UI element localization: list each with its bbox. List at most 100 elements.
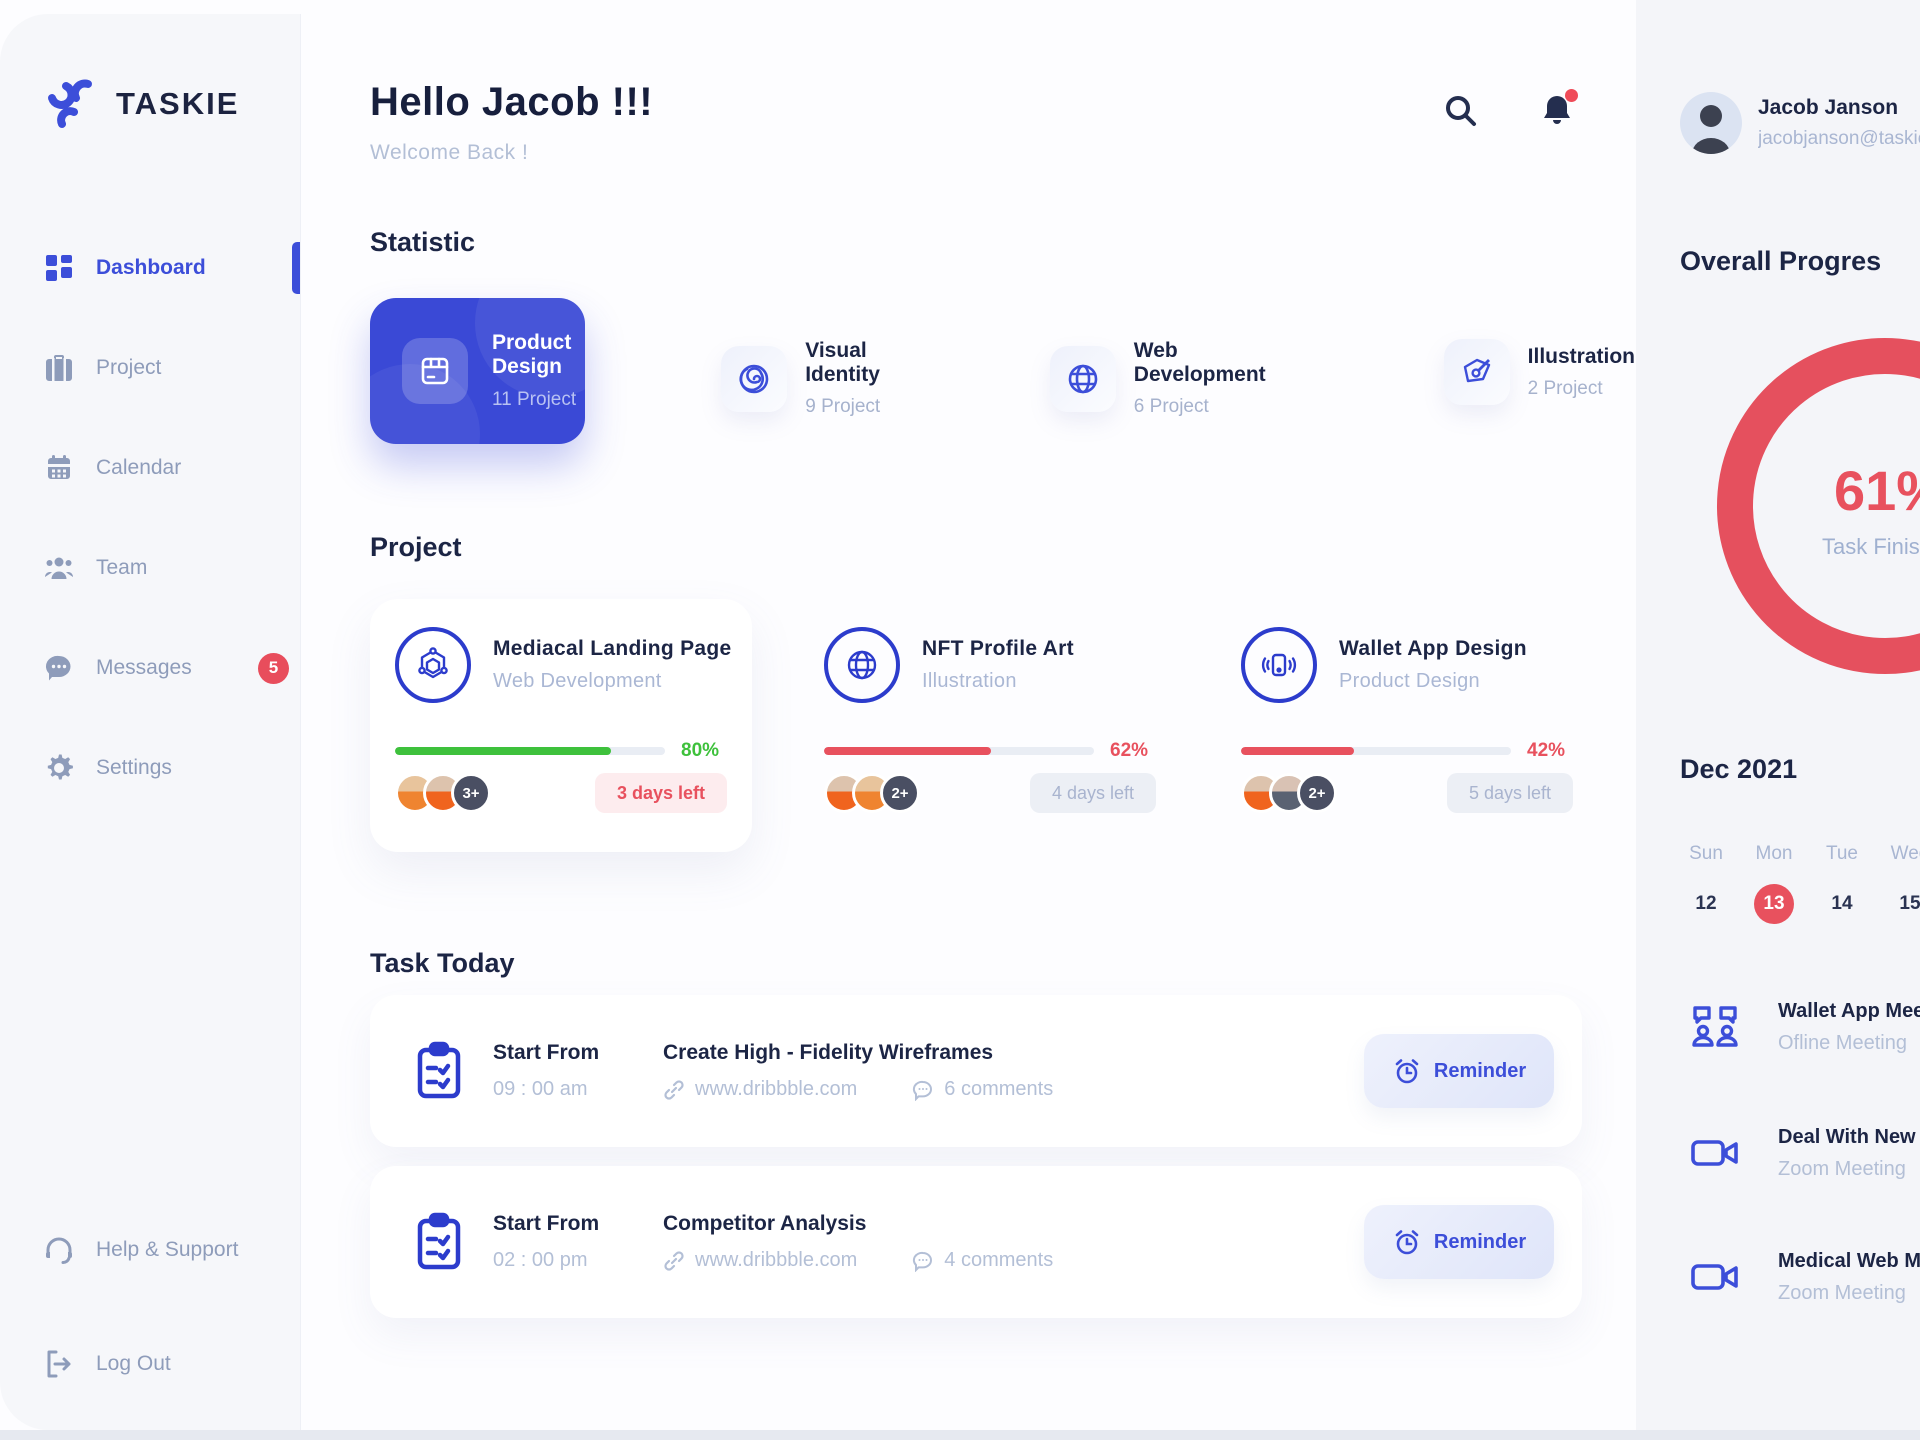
progress-fill: [824, 747, 992, 755]
clipboard-icon: [413, 1040, 465, 1102]
calendar-date-selected[interactable]: 13: [1754, 884, 1794, 924]
task-comments-text: 4 comments: [944, 1249, 1054, 1271]
brand-logo[interactable]: TASKIE: [42, 76, 239, 132]
days-left-badge: 5 days left: [1446, 773, 1573, 813]
extra-members-badge: 2+: [880, 773, 920, 813]
task-comments[interactable]: 6 comments: [912, 1078, 1053, 1101]
sidebar-item-settings[interactable]: Settings: [0, 740, 300, 796]
calendar-dates: 12 13 14 15: [1678, 884, 1920, 924]
task-comments[interactable]: 4 comments: [912, 1249, 1053, 1272]
sidebar-item-help-support[interactable]: Help & Support: [0, 1222, 300, 1278]
statistic-heading: Statistic: [370, 227, 476, 257]
task-start-label: Start From: [493, 1212, 600, 1235]
reminder-label: Reminder: [1433, 1230, 1527, 1253]
calendar-date[interactable]: 14: [1831, 893, 1853, 914]
project-card-wallet-app-design[interactable]: Wallet App Design Product Design 42% 2+ …: [1216, 599, 1598, 852]
spiral-icon: [721, 345, 788, 412]
stat-card-illustration[interactable]: Illustration 2 Project: [1443, 339, 1635, 405]
sidebar-item-label: Project: [96, 356, 162, 379]
project-category: Illustration: [922, 670, 1017, 692]
day-name: Mon: [1755, 843, 1793, 864]
stat-count: 6 Project: [1133, 396, 1209, 417]
sidebar-item-team[interactable]: Team: [0, 540, 300, 596]
project-category: Product Design: [1339, 670, 1480, 692]
sidebar: TASKIE Dashboard: [0, 14, 301, 1430]
video-camera-icon: [1688, 1250, 1742, 1304]
sidebar-item-label: Settings: [96, 756, 172, 779]
project-row: Mediacal Landing Page Web Development 80…: [370, 599, 1635, 854]
stat-count: 11 Project: [492, 389, 577, 410]
overall-progress-heading: Overall Progres: [1680, 246, 1882, 276]
alarm-clock-icon: [1392, 1227, 1422, 1257]
meeting-title: Wallet App Meeting: [1778, 1000, 1920, 1022]
dashboard-icon: [44, 253, 74, 283]
task-link[interactable]: www.dribbble.com: [663, 1078, 857, 1101]
avatar: [1680, 92, 1742, 154]
calendar-date[interactable]: 12: [1695, 893, 1717, 914]
messages-unread-badge: 5: [258, 652, 289, 684]
link-icon: [663, 1079, 685, 1101]
notification-dot: [1565, 89, 1578, 102]
sidebar-item-project[interactable]: Project: [0, 340, 300, 396]
days-left-badge: 3 days left: [594, 773, 727, 813]
task-row[interactable]: Start From 02 : 00 pm Competitor Analysi…: [370, 1166, 1582, 1318]
task-link-text: www.dribbble.com: [695, 1249, 858, 1271]
meeting-item[interactable]: Medical Web Meeting Zoom Meeting: [1688, 1250, 1920, 1305]
greeting-title: Hello Jacob !!!: [370, 80, 654, 124]
meeting-item[interactable]: Deal With New Client Zoom Meeting: [1688, 1126, 1920, 1181]
stat-card-visual-identity[interactable]: Visual Identity 9 Project: [721, 339, 888, 418]
task-time: 02 : 00 pm: [493, 1249, 588, 1271]
project-card-mediacal-landing[interactable]: Mediacal Landing Page Web Development 80…: [370, 599, 752, 852]
day-name: Sun: [1689, 843, 1723, 864]
sidebar-item-logout[interactable]: Log Out: [0, 1336, 300, 1392]
sidebar-nav: Dashboard Project: [0, 240, 300, 840]
days-left-badge: 4 days left: [1029, 773, 1156, 813]
sidebar-item-calendar[interactable]: Calendar: [0, 440, 300, 496]
project-title: Wallet App Design: [1339, 637, 1527, 660]
stat-title: Product Design: [492, 331, 572, 378]
search-button[interactable]: [1442, 92, 1480, 130]
clipboard-icon: [413, 1211, 465, 1273]
task-row[interactable]: Start From 09 : 00 am Create High - Fide…: [370, 995, 1582, 1147]
progress-label: 42%: [1527, 740, 1566, 761]
stat-title: Web Development: [1133, 339, 1266, 386]
meeting-item[interactable]: Wallet App Meeting Ofline Meeting: [1688, 1000, 1920, 1055]
notifications-button[interactable]: [1538, 89, 1578, 130]
reminder-button[interactable]: Reminder: [1364, 1034, 1554, 1108]
sidebar-item-label: Messages: [96, 656, 192, 679]
stat-count: 9 Project: [805, 396, 881, 417]
progress-bar: 80%: [395, 740, 727, 762]
sidebar-item-dashboard[interactable]: Dashboard: [0, 240, 300, 296]
main-content: Hello Jacob !!! Welcome Back ! Statistic: [302, 0, 1635, 1430]
task-comments-text: 6 comments: [944, 1078, 1054, 1100]
meeting-title: Deal With New Client: [1778, 1126, 1920, 1148]
task-time: 09 : 00 am: [493, 1078, 588, 1100]
sidebar-item-label: Team: [96, 556, 148, 579]
project-category: Web Development: [493, 670, 662, 692]
calendar-date[interactable]: 15: [1899, 893, 1920, 914]
progress-fill: [395, 747, 611, 755]
calendar-day-names: Sun Mon Tue Wed: [1678, 843, 1920, 865]
sidebar-item-label: Dashboard: [96, 256, 206, 279]
reminder-button[interactable]: Reminder: [1364, 1205, 1554, 1279]
extra-members-badge: 3+: [451, 773, 491, 813]
globe-icon: [824, 627, 900, 703]
taskie-logo-icon: [48, 79, 92, 128]
member-avatars: 2+: [1241, 773, 1337, 813]
sidebar-item-messages[interactable]: Messages 5: [0, 640, 300, 696]
progress-bar: 62%: [824, 740, 1156, 762]
stat-title: Illustration: [1527, 344, 1635, 368]
headset-icon: [44, 1235, 74, 1265]
task-link[interactable]: www.dribbble.com: [663, 1249, 857, 1272]
calendar-month: Dec 2021: [1680, 754, 1798, 784]
active-indicator: [292, 242, 300, 294]
sidebar-footer: Help & Support Log Out: [0, 1222, 300, 1440]
stat-card-product-design[interactable]: Product Design 11 Project: [370, 298, 586, 444]
project-title: Mediacal Landing Page: [493, 637, 732, 660]
project-card-nft-profile-art[interactable]: NFT Profile Art Illustration 62% 2+ 4 da…: [799, 599, 1181, 852]
stat-card-web-development[interactable]: Web Development 6 Project: [1049, 339, 1266, 418]
video-camera-icon: [1688, 1126, 1742, 1180]
profile-email: jacobjanson@taskie.com: [1758, 128, 1920, 149]
user-profile[interactable]: Jacob Janson jacobjanson@taskie.com: [1680, 92, 1920, 154]
calendar-icon: [44, 453, 74, 483]
